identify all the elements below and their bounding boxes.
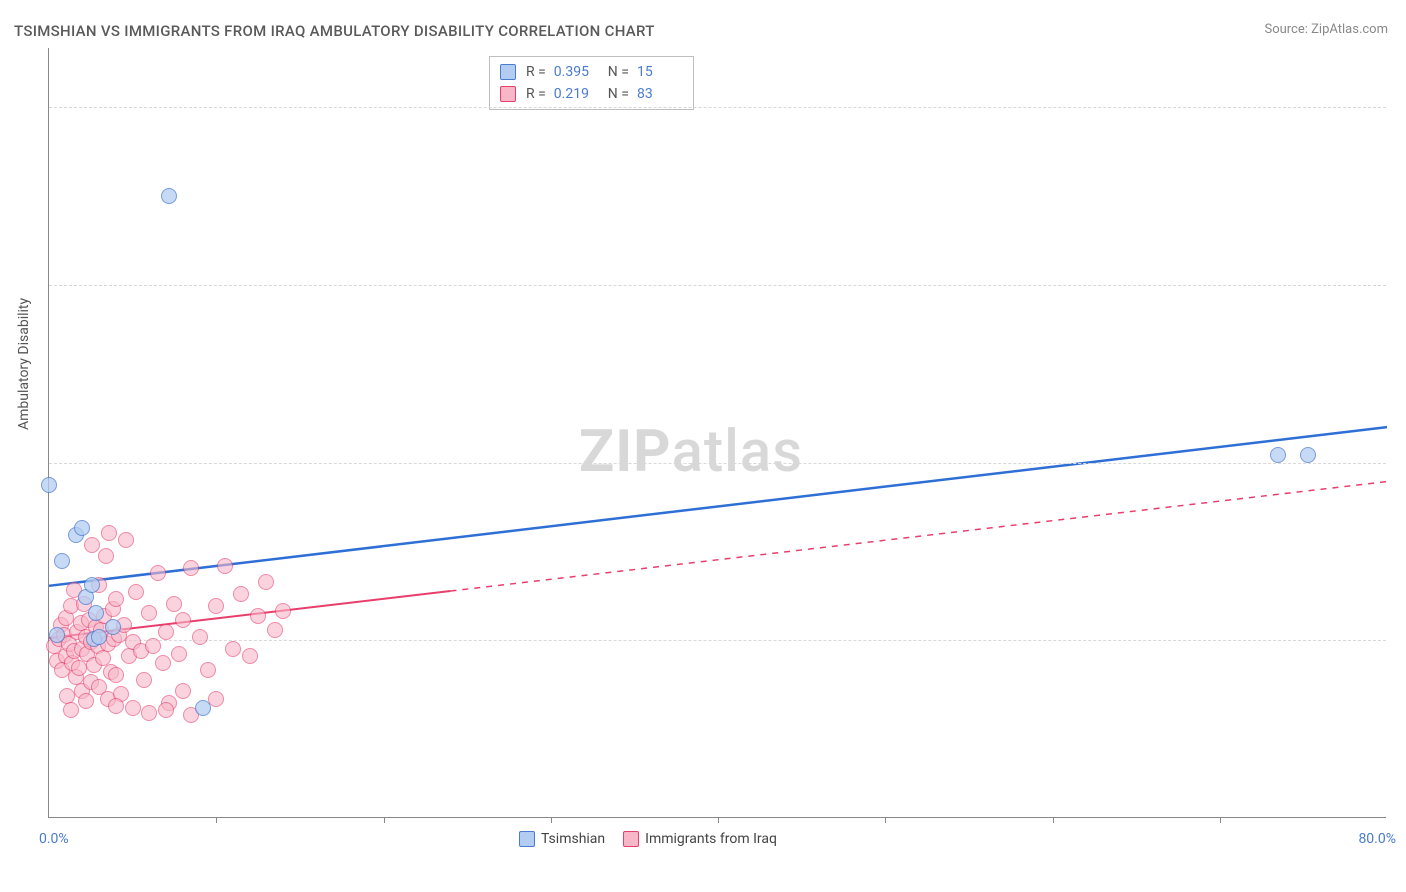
- trend-lines: [49, 48, 1387, 818]
- data-point: [183, 560, 199, 576]
- x-tick: [384, 817, 385, 823]
- series-legend: Tsimshian Immigrants from Iraq: [519, 831, 777, 847]
- chart-title: TSIMSHIAN VS IMMIGRANTS FROM IRAQ AMBULA…: [14, 22, 655, 40]
- data-point: [105, 619, 121, 635]
- swatch-iraq-bottom: [623, 831, 639, 847]
- x-tick: [551, 817, 552, 823]
- data-point: [141, 705, 157, 721]
- x-tick: [718, 817, 719, 823]
- data-point: [91, 629, 107, 645]
- data-point: [108, 591, 124, 607]
- data-point: [108, 698, 124, 714]
- x-tick: [216, 817, 217, 823]
- source-attribution: Source: ZipAtlas.com: [1264, 22, 1388, 37]
- swatch-tsimshian-bottom: [519, 831, 535, 847]
- x-max-label: 80.0%: [1358, 831, 1396, 847]
- data-point: [71, 660, 87, 676]
- data-point: [166, 596, 182, 612]
- data-point: [275, 603, 291, 619]
- data-point: [84, 537, 100, 553]
- correlation-chart: TSIMSHIAN VS IMMIGRANTS FROM IRAQ AMBULA…: [0, 0, 1406, 892]
- data-point: [1270, 447, 1286, 463]
- x-tick: [1053, 817, 1054, 823]
- y-axis-label: Ambulatory Disability: [16, 298, 32, 430]
- legend-label-tsimshian: Tsimshian: [541, 831, 605, 847]
- legend-label-iraq: Immigrants from Iraq: [645, 831, 777, 847]
- data-point: [54, 553, 70, 569]
- data-point: [78, 693, 94, 709]
- data-point: [233, 586, 249, 602]
- data-point: [242, 648, 258, 664]
- data-point: [49, 627, 65, 643]
- grid-line: [49, 107, 1386, 108]
- x-min-label: 0.0%: [39, 831, 69, 847]
- data-point: [155, 655, 171, 671]
- x-tick: [885, 817, 886, 823]
- legend-item-tsimshian: Tsimshian: [519, 831, 605, 847]
- data-point: [136, 672, 152, 688]
- data-point: [125, 700, 141, 716]
- x-tick: [1220, 817, 1221, 823]
- data-point: [150, 565, 166, 581]
- data-point: [158, 624, 174, 640]
- data-point: [225, 641, 241, 657]
- data-point: [217, 558, 233, 574]
- data-point: [145, 638, 161, 654]
- data-point: [128, 584, 144, 600]
- trend-line: [49, 427, 1387, 586]
- plot-area: ZIPatlas R = 0.395 N = 15 R = 0.219 N = …: [48, 48, 1386, 818]
- data-point: [41, 477, 57, 493]
- data-point: [88, 605, 104, 621]
- data-point: [192, 629, 208, 645]
- data-point: [118, 532, 134, 548]
- data-point: [200, 662, 216, 678]
- data-point: [175, 612, 191, 628]
- data-point: [108, 667, 124, 683]
- data-point: [195, 700, 211, 716]
- data-point: [141, 605, 157, 621]
- data-point: [1300, 447, 1316, 463]
- data-point: [158, 702, 174, 718]
- data-point: [63, 702, 79, 718]
- data-point: [250, 608, 266, 624]
- grid-line: [49, 285, 1386, 286]
- data-point: [175, 683, 191, 699]
- data-point: [84, 577, 100, 593]
- data-point: [267, 622, 283, 638]
- trend-line-dashed: [450, 482, 1387, 591]
- data-point: [258, 574, 274, 590]
- data-point: [74, 520, 90, 536]
- grid-line: [49, 640, 1386, 641]
- data-point: [98, 548, 114, 564]
- data-point: [101, 525, 117, 541]
- data-point: [161, 188, 177, 204]
- legend-item-iraq: Immigrants from Iraq: [623, 831, 777, 847]
- grid-line: [49, 463, 1386, 464]
- data-point: [208, 691, 224, 707]
- data-point: [208, 598, 224, 614]
- data-point: [171, 646, 187, 662]
